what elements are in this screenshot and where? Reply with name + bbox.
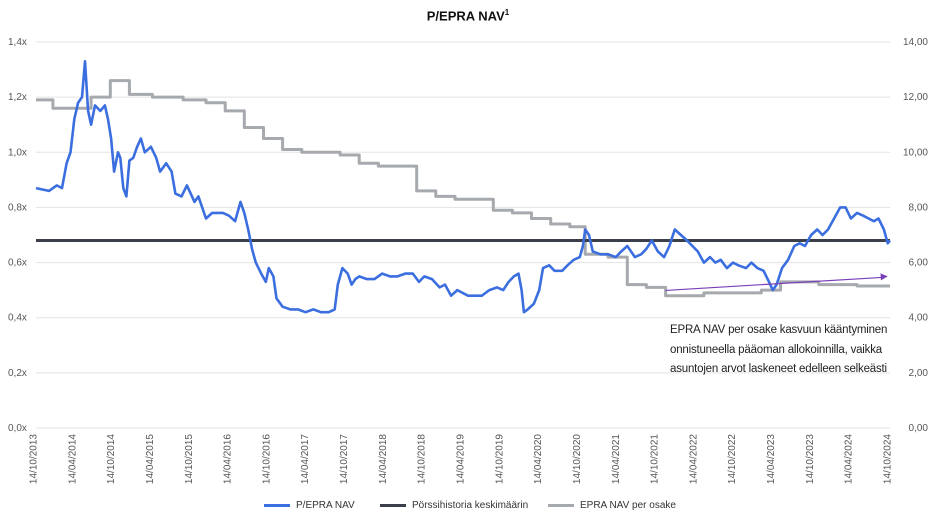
left-tick-label: 0,4x [8, 313, 27, 324]
annotation-arrow [665, 276, 882, 292]
x-tick-label: 14/10/2013 [29, 434, 40, 484]
x-tick-label: 14/10/2019 [494, 434, 505, 484]
annotation-line: onnistuneella pääoman allokoinnilla, vai… [670, 343, 882, 356]
left-tick-label: 0,2x [8, 368, 27, 379]
x-tick-label: 14/04/2020 [533, 434, 544, 484]
x-tick-label: 14/04/2023 [766, 434, 777, 484]
x-tick-label: 14/10/2018 [417, 434, 428, 484]
x-tick-label: 14/10/2021 [650, 434, 661, 484]
x-tick-label: 14/10/2016 [261, 434, 272, 484]
x-axis-ticks: 14/10/2013 14/04/2014 14/10/2014 14/04/2015… [29, 434, 894, 484]
legend-label: EPRA NAV per osake [580, 500, 676, 511]
chart-title-text: P/EPRA NAV [426, 8, 505, 24]
legend-item-pepra-nav: P/EPRA NAV [264, 500, 355, 511]
x-tick-label: 14/04/2018 [378, 434, 389, 484]
x-tick-label: 14/10/2014 [106, 434, 117, 484]
series-line-epra-nav-per-osake [36, 79, 890, 298]
x-tick-label: 14/10/2017 [339, 434, 350, 484]
annotation-arrowhead [880, 273, 888, 281]
series-line-p-epra-nav [35, 60, 892, 314]
x-tick-label: 14/04/2021 [611, 434, 622, 484]
right-tick-label: 2,00 [909, 368, 929, 379]
x-tick-label: 14/04/2022 [688, 434, 699, 484]
annotation-arrow-group [665, 273, 888, 292]
left-axis-ticks: 0,0x 0,2x 0,4x 0,6x 0,8x 1,0x 1,2x 1,4x [8, 37, 27, 434]
x-tick-label: 14/10/2023 [805, 434, 816, 484]
right-tick-label: 14,00 [903, 37, 928, 48]
legend-swatch-dark [380, 504, 406, 507]
x-tick-label: 14/10/2015 [184, 434, 195, 484]
x-tick-label: 14/10/2024 [883, 434, 894, 484]
x-tick-label: 14/04/2024 [844, 434, 855, 484]
annotation-line: EPRA NAV per osake kasvuun kääntyminen [670, 324, 888, 336]
legend-swatch-gray [548, 504, 574, 507]
right-tick-label: 4,00 [909, 313, 929, 324]
annotation-line: asuntojen arvot laskeneet edelleen selke… [670, 363, 887, 375]
left-tick-label: 0,0x [8, 423, 27, 434]
right-tick-label: 10,00 [903, 147, 928, 158]
x-tick-label: 14/10/2022 [727, 434, 738, 484]
legend-label: P/EPRA NAV [296, 500, 355, 511]
x-tick-label: 14/04/2014 [67, 434, 78, 484]
left-tick-label: 1,4x [8, 37, 27, 48]
x-tick-label: 14/10/2020 [572, 434, 583, 484]
annotation-text: EPRA NAV per osake kasvuun kääntyminen o… [670, 321, 910, 380]
left-tick-label: 0,8x [8, 202, 27, 213]
series-lines [35, 60, 892, 314]
x-tick-label: 14/04/2016 [223, 434, 234, 484]
legend-label: Pörssihistoria keskimäärin [412, 500, 529, 511]
legend-item-historical-average: Pörssihistoria keskimäärin [380, 500, 528, 511]
right-axis-ticks: 0,00 2,00 4,00 6,00 8,00 10,00 12,00 14,00 [903, 37, 928, 434]
right-tick-label: 12,00 [903, 92, 928, 103]
x-tick-label: 14/04/2019 [456, 434, 467, 484]
left-tick-label: 1,0x [8, 147, 27, 158]
right-tick-label: 8,00 [909, 202, 929, 213]
right-tick-label: 6,00 [909, 258, 929, 269]
chart-title-footnote: 1 [504, 8, 510, 17]
chart-title: P/EPRA NAV1 [0, 8, 936, 23]
left-tick-label: 1,2x [8, 92, 27, 103]
legend: P/EPRA NAV Pörssihistoria keskimäärin EP… [0, 500, 936, 516]
legend-swatch-blue [264, 504, 290, 507]
legend-item-epra-nav-per-share: EPRA NAV per osake [548, 500, 676, 511]
left-tick-label: 0,6x [8, 258, 27, 269]
right-tick-label: 0,00 [909, 423, 929, 434]
x-tick-label: 14/04/2015 [145, 434, 156, 484]
x-tick-label: 14/04/2017 [300, 434, 311, 484]
